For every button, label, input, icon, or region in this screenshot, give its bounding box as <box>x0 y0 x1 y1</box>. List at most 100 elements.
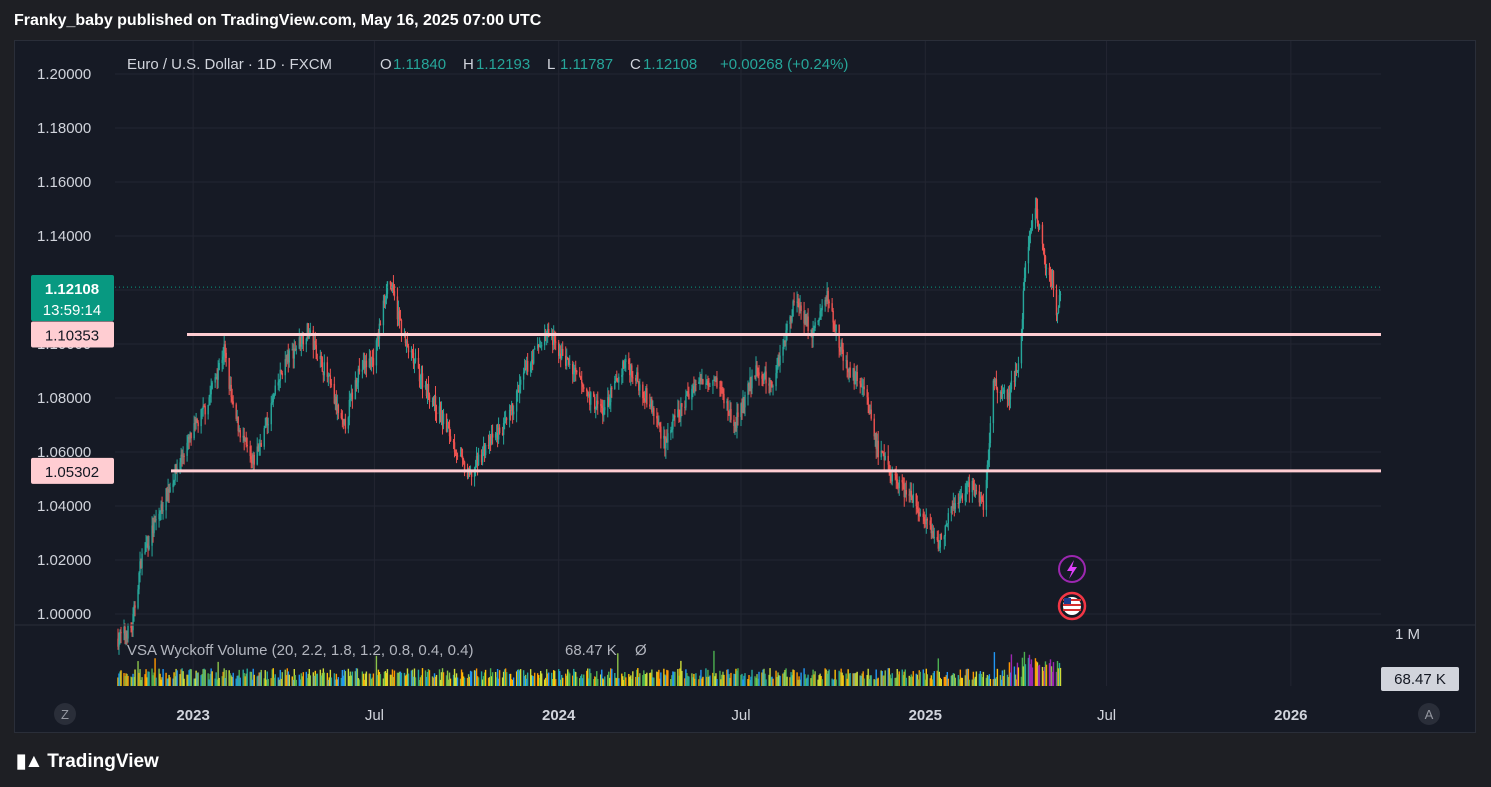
candle-body <box>223 344 225 357</box>
volume-bar <box>561 674 563 686</box>
volume-bar <box>159 673 161 686</box>
candle-body <box>782 346 784 356</box>
candle-body <box>216 377 218 380</box>
volume-bar <box>264 670 266 686</box>
candle-body <box>659 422 661 427</box>
candle-body <box>1041 224 1044 244</box>
candle-body <box>610 387 612 403</box>
candle-body <box>120 631 122 634</box>
candle-body <box>1022 290 1025 320</box>
candle-body <box>550 336 553 338</box>
candle-body <box>428 394 431 402</box>
candle-body <box>431 400 434 402</box>
candle-body <box>841 342 843 350</box>
volume-bar <box>639 673 641 686</box>
candle-body <box>581 379 583 384</box>
candle-body <box>419 379 422 382</box>
volume-bar <box>685 669 687 686</box>
candle-body <box>686 391 688 396</box>
candle-body <box>715 377 717 382</box>
volume-bar <box>1042 670 1045 686</box>
volume-bar <box>856 671 858 686</box>
volume-bar <box>257 675 259 686</box>
us-flag-icon[interactable] <box>1057 591 1087 621</box>
volume-bar <box>502 671 505 686</box>
candle-body <box>559 353 561 356</box>
candle-body <box>438 406 441 415</box>
candle-body <box>271 402 273 404</box>
volume-bar <box>250 671 252 686</box>
volume-bar <box>320 675 323 686</box>
volume-bar <box>237 675 239 686</box>
candlestick-chart[interactable]: 1.200001.180001.160001.140001.120001.100… <box>15 41 1475 732</box>
volume-bar <box>855 672 857 686</box>
volume-bar <box>650 672 652 686</box>
candle-body <box>211 382 213 389</box>
candle-body <box>758 372 760 376</box>
volume-bar <box>411 669 414 686</box>
candle-body <box>510 403 513 411</box>
candle-body <box>300 344 302 347</box>
volume-bar <box>168 674 170 686</box>
volume-bar <box>238 669 240 686</box>
volume-bar <box>702 676 704 686</box>
auto-scale-button[interactable]: A <box>1418 703 1440 725</box>
candle-body <box>1049 275 1052 280</box>
volume-bar <box>790 672 792 686</box>
volume-bar <box>169 677 171 686</box>
candle-body <box>369 358 372 367</box>
volume-bar <box>967 668 970 686</box>
volume-bar <box>1056 660 1059 686</box>
candle-body <box>260 442 262 447</box>
level-badge-text: 1.05302 <box>45 464 99 481</box>
candle-body <box>615 378 617 381</box>
volume-bar <box>186 674 188 686</box>
volume-bar <box>917 679 919 686</box>
volume-bar <box>644 673 646 686</box>
volume-bar <box>410 670 413 686</box>
tradingview-logo[interactable]: ▮▲ TradingView <box>16 750 159 773</box>
volume-bar <box>553 670 556 686</box>
volume-bar <box>498 670 501 686</box>
volume-bar <box>278 679 280 686</box>
volume-bar <box>982 671 985 686</box>
candle-body <box>361 369 364 372</box>
candle-body <box>821 305 823 311</box>
volume-bar <box>848 673 850 686</box>
candle-body <box>294 348 296 351</box>
candle-body <box>362 360 365 370</box>
volume-bar <box>784 669 786 686</box>
candle-body <box>637 372 639 382</box>
candle-body <box>756 365 758 368</box>
chart-frame[interactable]: 1.200001.180001.160001.140001.120001.100… <box>14 40 1476 733</box>
zoom-z-button[interactable]: Z <box>54 703 76 725</box>
volume-bar <box>123 673 125 686</box>
volume-bar <box>494 671 497 686</box>
candle-body <box>743 397 745 408</box>
volume-bar <box>834 669 836 686</box>
candle-body <box>439 406 442 422</box>
volume-bar <box>267 678 269 686</box>
volume-bar <box>569 673 571 686</box>
volume-bar <box>125 673 127 686</box>
volume-bar <box>709 675 711 686</box>
volume-bar <box>981 677 984 686</box>
candle-body <box>649 404 651 407</box>
candle-body <box>579 372 581 377</box>
candle-body <box>543 333 546 346</box>
candle-body <box>230 384 232 398</box>
candle-body <box>228 358 230 389</box>
candle-body <box>501 433 504 435</box>
candle-body <box>530 359 533 364</box>
candle-body <box>896 479 898 484</box>
candle-body <box>805 314 807 326</box>
candle-body <box>1038 224 1041 229</box>
volume-bar <box>491 672 494 686</box>
candle-body <box>225 352 227 359</box>
candle-body <box>1014 369 1017 382</box>
candle-body <box>442 413 445 425</box>
volume-bar <box>714 676 716 686</box>
volume-bar <box>786 676 788 686</box>
candle-body <box>309 330 312 335</box>
lightning-icon[interactable] <box>1058 555 1086 583</box>
